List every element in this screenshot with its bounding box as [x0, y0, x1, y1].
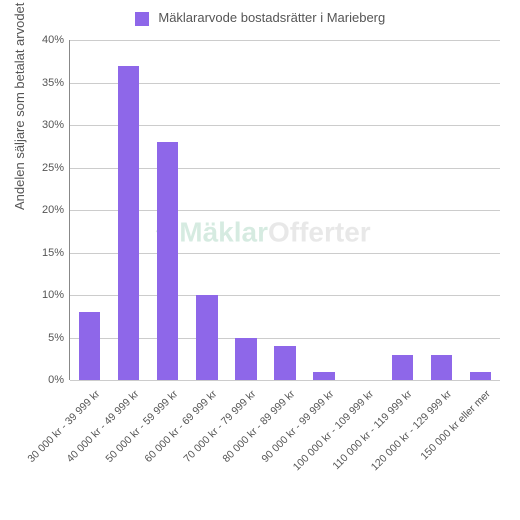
bar: [392, 355, 414, 381]
legend-label: Mäklararvode bostadsrätter i Marieberg: [158, 10, 385, 25]
gridline: [70, 380, 500, 381]
bar: [274, 346, 296, 380]
x-tick: 50 000 kr - 59 999 kr: [103, 388, 180, 465]
x-tick: 30 000 kr - 39 999 kr: [25, 388, 102, 465]
y-axis: 0%5%10%15%20%25%30%35%40%: [0, 40, 70, 380]
bar: [470, 372, 492, 381]
x-tick: 70 000 kr - 79 999 kr: [181, 388, 258, 465]
y-tick: 30%: [42, 119, 64, 131]
chart-legend: Mäklararvode bostadsrätter i Marieberg: [10, 10, 510, 26]
bar: [235, 338, 257, 381]
chart-container: Mäklararvode bostadsrätter i Marieberg M…: [0, 0, 520, 520]
x-tick: 90 000 kr - 99 999 kr: [260, 388, 337, 465]
x-axis: 30 000 kr - 39 999 kr40 000 kr - 49 999 …: [70, 380, 500, 510]
bar: [196, 295, 218, 380]
y-tick: 35%: [42, 77, 64, 89]
bar: [79, 312, 101, 380]
y-tick: 20%: [42, 204, 64, 216]
y-tick: 5%: [48, 332, 64, 344]
legend-swatch: [135, 12, 149, 26]
gridline: [70, 40, 500, 41]
x-tick: 40 000 kr - 49 999 kr: [64, 388, 141, 465]
plot-area: [70, 40, 500, 380]
x-tick: 60 000 kr - 69 999 kr: [142, 388, 219, 465]
y-tick: 15%: [42, 247, 64, 259]
bar: [118, 66, 140, 381]
x-tick: 150 000 kr eller mer: [418, 388, 493, 463]
y-tick: 25%: [42, 162, 64, 174]
bar: [431, 355, 453, 381]
x-tick: 80 000 kr - 89 999 kr: [220, 388, 297, 465]
y-tick: 40%: [42, 34, 64, 46]
y-tick: 10%: [42, 289, 64, 301]
y-tick: 0%: [48, 374, 64, 386]
bar: [313, 372, 335, 381]
bar: [157, 142, 179, 380]
